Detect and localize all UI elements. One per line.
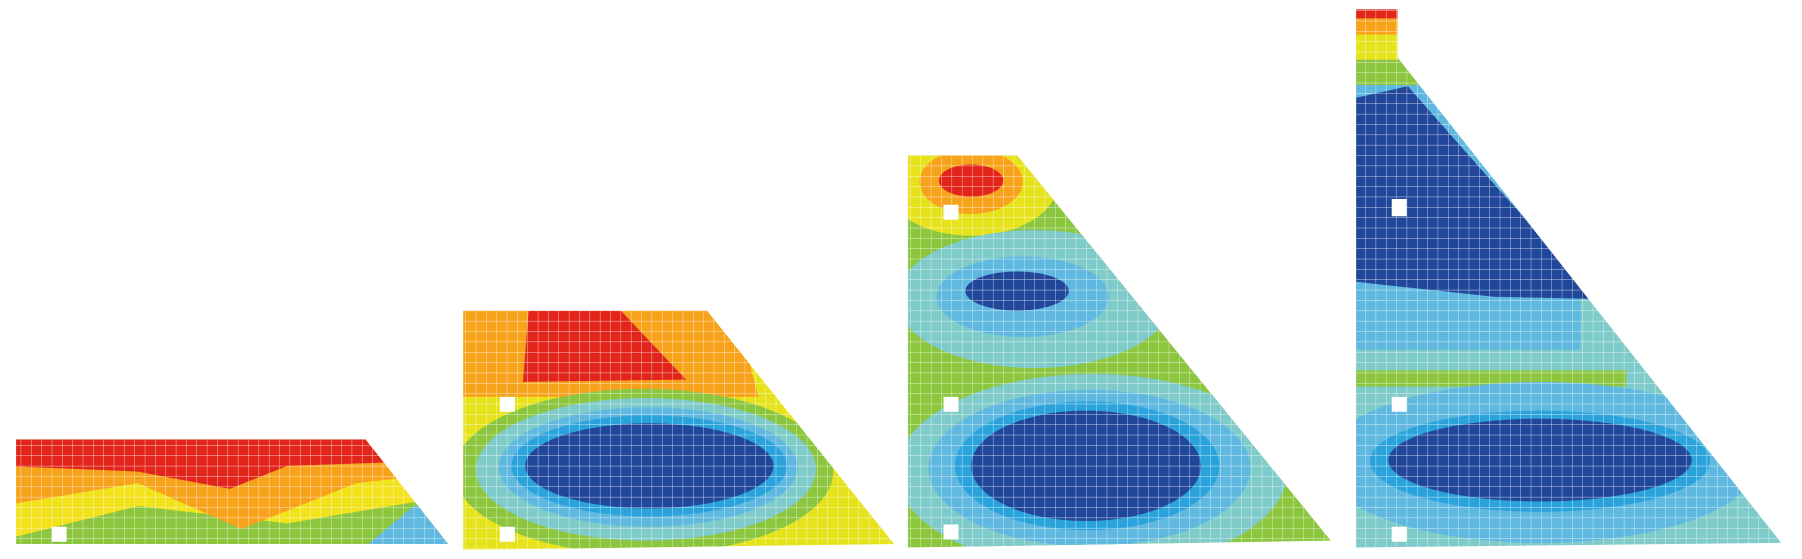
opening (1391, 396, 1407, 412)
mesh (463, 310, 895, 550)
mesh (16, 439, 449, 545)
opening (943, 396, 959, 412)
opening (1391, 198, 1407, 217)
section-stage-4 (1356, 9, 1782, 548)
opening (51, 526, 67, 542)
opening (943, 524, 959, 540)
section-stage-3 (907, 155, 1331, 548)
opening (499, 396, 515, 412)
opening (1391, 526, 1407, 542)
section-stage-2 (463, 310, 895, 550)
opening (943, 204, 959, 220)
mesh (907, 155, 1331, 548)
opening (499, 526, 515, 542)
section-stage-1 (16, 439, 449, 545)
mesh (1356, 9, 1782, 548)
